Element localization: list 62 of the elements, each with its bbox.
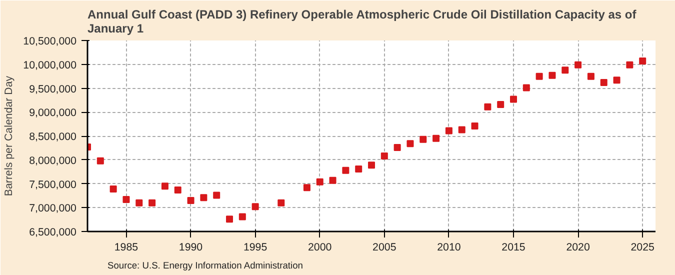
point [445,127,452,134]
point [110,186,117,193]
point [380,152,388,160]
point [122,196,130,204]
x-tick-label: 2020 [566,242,590,254]
point [484,103,492,110]
point [278,199,285,206]
point [213,192,220,199]
point [394,144,401,151]
x-tick-label: 2015 [502,242,526,254]
y-tick-label: 8,500,000 [29,131,77,143]
x-tick-label: 1995 [243,242,268,254]
point [626,61,634,68]
chart-title: Annual Gulf Coast (PADD 3) Refinery Operable Atmospheric Crude Oil Distillation Capacity as of January 1 [88,8,638,36]
y-axis-title: Barrels per Calendar Day [3,75,16,196]
point [252,203,259,210]
x-tick-label: 2025 [630,242,655,254]
point [161,182,168,190]
point [432,134,440,142]
y-tick-label: 7,000,000 [29,202,77,215]
point [587,72,594,80]
point [497,100,504,108]
point [368,162,375,169]
point [174,186,182,194]
y-tick-label: 9,000,000 [29,107,77,120]
point [226,216,233,223]
x-tick-label: 2000 [308,242,332,254]
point [510,96,517,103]
point [471,122,478,130]
y-tick-label: 7,500,000 [29,178,77,191]
point [342,166,350,174]
y-tick-label: 9,500,000 [29,83,77,96]
point [574,61,582,68]
y-tick-label: 6,500,000 [29,226,77,238]
point [238,213,246,220]
y-tick-label: 10,000,000 [23,59,77,72]
x-tick-label: 2005 [372,242,396,254]
point [613,76,620,84]
x-tick-label: 2010 [437,242,461,254]
point [136,199,143,206]
point [329,176,336,184]
y-tick-label: 10,500,000 [23,36,77,48]
point [548,72,556,79]
point [303,184,310,192]
point [187,196,194,204]
point [536,72,543,80]
y-tick-label: 8,000,000 [29,154,77,167]
point [316,178,324,186]
point [562,66,569,74]
point [96,157,104,164]
point [200,194,208,202]
point [148,199,156,206]
source-note: Source: U.S. Energy Information Administration [108,260,303,270]
point [406,140,414,148]
point [420,136,427,143]
point [458,126,466,134]
point [522,84,530,92]
point [355,165,362,172]
x-tick-label: 1990 [178,242,203,254]
point [639,58,646,65]
x-tick-label: 1985 [114,242,138,254]
point [600,79,608,86]
